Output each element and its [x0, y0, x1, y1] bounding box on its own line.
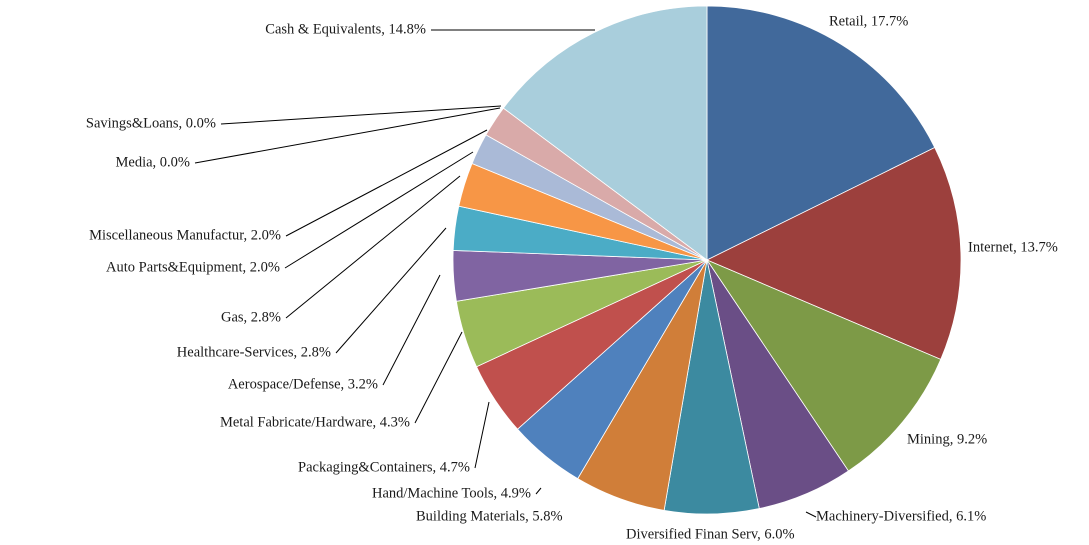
data-label-metal-fabricate-hardware: Metal Fabricate/Hardware, 4.3%: [220, 414, 410, 430]
data-label-savings-loans: Savings&Loans, 0.0%: [86, 115, 216, 131]
leader-line-machinery-diversified: [806, 512, 816, 517]
data-label-building-materials: Building Materials, 5.8%: [416, 508, 563, 524]
data-label-retail: Retail, 17.7%: [829, 13, 908, 29]
data-label-packaging-containers: Packaging&Containers, 4.7%: [298, 459, 470, 475]
data-label-hand-machine-tools: Hand/Machine Tools, 4.9%: [372, 485, 531, 501]
pie-slices: [453, 6, 961, 514]
leader-line-auto-parts-equipment: [285, 152, 473, 268]
data-label-auto-parts-equipment: Auto Parts&Equipment, 2.0%: [106, 259, 280, 275]
data-label-mining: Mining, 9.2%: [907, 431, 987, 447]
leader-line-hand-machine-tools: [536, 488, 541, 494]
data-label-cash-equivalents: Cash & Equivalents, 14.8%: [265, 21, 426, 37]
data-label-gas: Gas, 2.8%: [221, 309, 281, 325]
leader-line-gas: [286, 176, 460, 318]
data-label-machinery-diversified: Machinery-Diversified, 6.1%: [816, 508, 986, 524]
data-label-diversified-finan-serv: Diversified Finan Serv, 6.0%: [626, 526, 795, 542]
data-label-media: Media, 0.0%: [116, 154, 191, 170]
data-label-miscellaneous-manufactur: Miscellaneous Manufactur, 2.0%: [89, 227, 281, 243]
data-label-internet: Internet, 13.7%: [968, 239, 1058, 255]
leader-line-metal-fabricate-hardware: [415, 332, 462, 423]
leader-line-aerospace-defense: [383, 275, 440, 385]
leader-line-healthcare-services: [336, 228, 446, 353]
leader-line-packaging-containers: [475, 402, 489, 468]
data-label-healthcare-services: Healthcare-Services, 2.8%: [177, 344, 331, 360]
data-label-aerospace-defense: Aerospace/Defense, 3.2%: [228, 376, 378, 392]
